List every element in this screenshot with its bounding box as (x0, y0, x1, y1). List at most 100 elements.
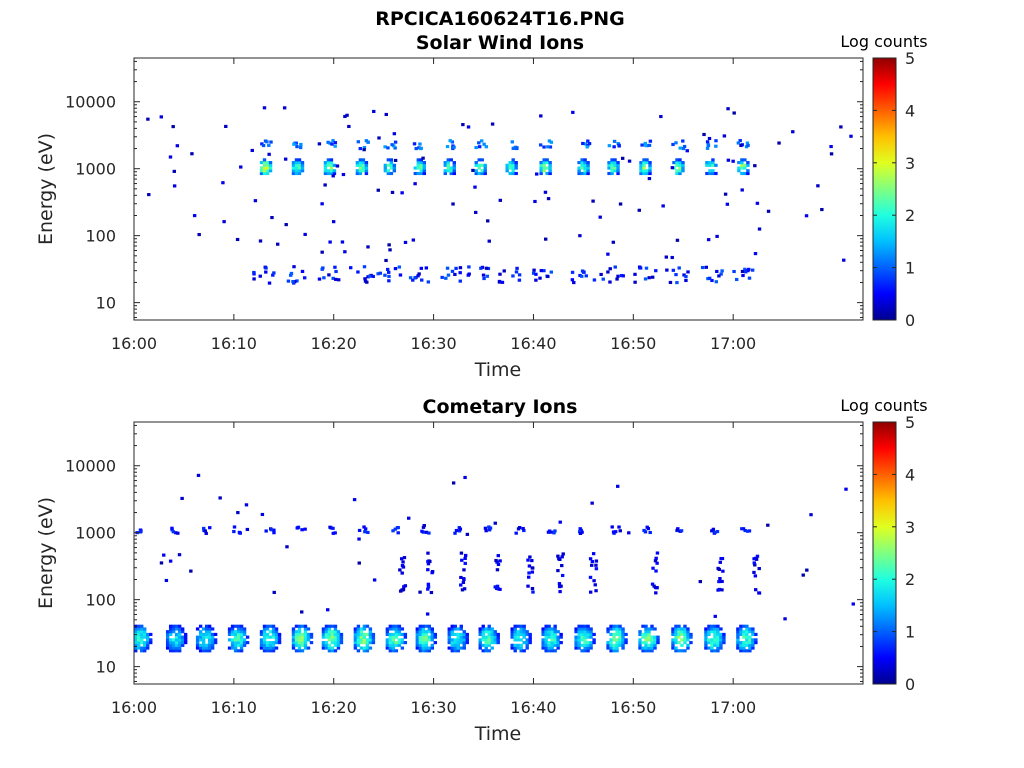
spectrogram-cell (183, 641, 188, 645)
spectrogram-cell (244, 503, 249, 507)
spectrogram-cell (268, 641, 273, 645)
spectrogram-cell (648, 139, 653, 143)
spectrogram-cell (388, 646, 393, 650)
spectrogram-cell (329, 169, 334, 173)
spectrogram-cell (751, 641, 755, 645)
spectrogram-cell (450, 646, 454, 650)
spectrogram-cell (398, 273, 403, 277)
spectrogram-cell (516, 638, 520, 642)
spectrogram-cell (450, 630, 454, 634)
spectrogram-cell (396, 531, 400, 535)
spectrogram-cell (533, 199, 537, 204)
x-tick-label: 16:40 (510, 334, 556, 353)
spectrogram-cell (320, 250, 324, 254)
spectrogram-cell (574, 635, 578, 639)
spectrogram-cell (451, 202, 455, 206)
spectrogram-cell (485, 274, 490, 278)
spectrogram-cell (177, 627, 182, 631)
spectrogram-cell (743, 166, 747, 170)
spectrogram-cell (460, 558, 464, 562)
spectrogram-cell (418, 638, 423, 642)
spectrogram-cell (297, 158, 302, 162)
spectrogram-cell (286, 279, 291, 283)
spectrogram-cell (548, 166, 552, 170)
spectrogram-cell (450, 649, 454, 653)
spectrogram-cell (353, 643, 358, 647)
spectrogram-cell (487, 641, 491, 645)
spectrogram-cell (478, 641, 482, 645)
spectrogram-cell (388, 635, 393, 639)
spectrogram-cell (719, 643, 723, 647)
spectrogram-cell (519, 630, 523, 634)
spectrogram-cell (391, 624, 396, 628)
spectrogram-cell (300, 166, 305, 170)
spectrogram-cell (424, 638, 429, 642)
spectrogram-cell (508, 163, 512, 167)
spectrogram-cell (394, 635, 399, 639)
spectrogram-cell (289, 273, 293, 277)
spectrogram-cell (577, 643, 581, 647)
spectrogram-cell (638, 643, 642, 647)
spectrogram-cell (268, 169, 273, 173)
spectrogram-cell (147, 193, 151, 197)
spectrogram-cell (530, 559, 534, 563)
spectrogram-cell (331, 531, 335, 535)
spectrogram-cell (606, 643, 610, 647)
spectrogram-cell (484, 529, 488, 533)
spectrogram-cell (656, 638, 660, 642)
spectrogram-cell (754, 638, 758, 642)
spectrogram-cell (384, 258, 388, 263)
spectrogram-cell (262, 649, 267, 653)
spectrogram-cell (271, 624, 276, 628)
spectrogram-cell (259, 171, 264, 176)
spectrogram-cell (303, 646, 308, 650)
spectrogram-cell (665, 268, 669, 272)
spectrogram-cell (420, 278, 424, 282)
spectrogram-cell (739, 649, 743, 653)
spectrogram-cell (689, 641, 693, 645)
spectrogram-cell (716, 641, 720, 645)
spectrogram-cell (644, 624, 648, 628)
spectrogram-cell (621, 632, 625, 636)
spectrogram-cell (180, 630, 185, 634)
spectrogram-cell (613, 530, 618, 534)
panel-title: Cometary Ions (423, 396, 578, 418)
spectrogram-cell (609, 649, 613, 653)
spectrogram-cell (743, 171, 747, 176)
spectrogram-cell (321, 627, 326, 631)
spectrogram-cell (454, 266, 458, 270)
spectrogram-cell (708, 163, 712, 167)
spectrogram-cell (644, 649, 648, 653)
spectrogram-cell (134, 646, 138, 650)
spectrogram-cell (577, 624, 581, 628)
spectrogram-cell (541, 641, 545, 645)
spectrogram-cell (477, 163, 481, 167)
spectrogram-cell (330, 646, 335, 650)
spectrogram-cell (331, 276, 335, 280)
spectrogram-cell (686, 627, 690, 631)
spectrogram-cell (143, 641, 147, 645)
spectrogram-cell (580, 158, 584, 162)
spectrogram-cell (146, 641, 150, 645)
spectrogram-cell (617, 525, 621, 529)
spectrogram-cell (753, 164, 757, 168)
x-tick-label: 16:50 (610, 334, 656, 353)
spectrogram-cell (321, 630, 326, 634)
spectrogram-cell (559, 641, 563, 645)
spectrogram-cell (745, 635, 749, 639)
spectrogram-cell (418, 646, 423, 650)
spectrogram-cell (681, 161, 685, 165)
spectrogram-cell (236, 643, 241, 647)
spectrogram-cell (556, 638, 560, 642)
spectrogram-cell (274, 627, 279, 631)
spectrogram-cell (230, 641, 235, 645)
spectrogram-cell (809, 513, 813, 517)
spectrogram-cell (598, 215, 602, 219)
y-tick-label: 1000 (75, 524, 116, 543)
spectrogram-cell (586, 139, 590, 143)
spectrogram-cell (333, 141, 338, 145)
spectrogram-cell (250, 148, 254, 153)
spectrogram-cell (309, 635, 314, 639)
spectrogram-cell (647, 646, 651, 650)
spectrogram-cell (422, 161, 427, 165)
